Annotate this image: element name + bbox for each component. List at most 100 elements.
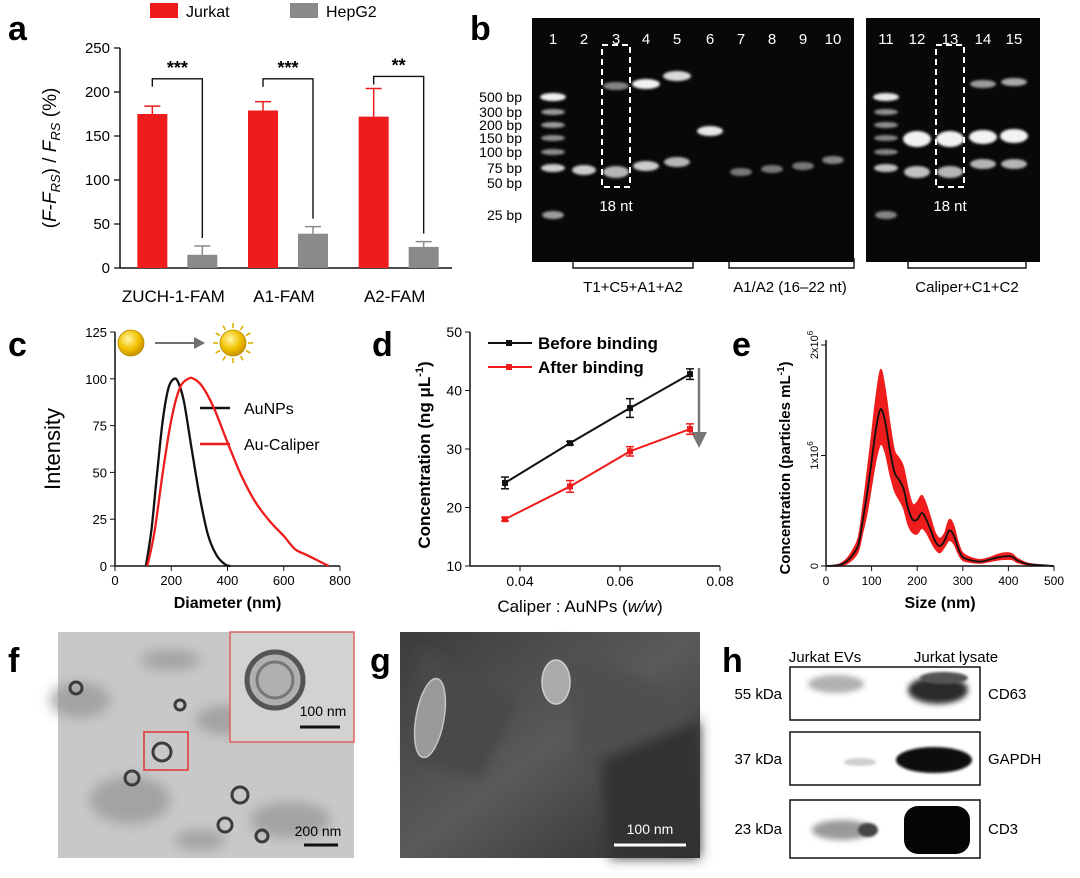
legend-label-after: After binding	[538, 358, 644, 377]
panel-e-y-axis-label: Concentration (particles mL-1)	[776, 361, 794, 574]
y-tick-label: 50	[93, 465, 107, 480]
y-tick-label: 2x106	[806, 330, 821, 359]
data-point	[567, 483, 573, 490]
blot-marker-cd63: CD63	[988, 686, 1026, 703]
inset-scale-label: 100 nm	[300, 703, 347, 719]
data-point	[567, 440, 573, 447]
lane-number-1: 1	[549, 31, 557, 48]
gel-band	[632, 79, 660, 89]
gel-band	[874, 122, 898, 128]
data-point	[502, 516, 508, 523]
blot-marker-gapdh: GAPDH	[988, 751, 1041, 768]
legend-marker-before	[506, 340, 512, 346]
panel-label-d: d	[372, 326, 393, 364]
y-tick-label: 20	[446, 500, 462, 516]
gel-band	[572, 165, 596, 175]
selection-box-lane-3	[601, 44, 631, 188]
tem-selection-box	[143, 731, 189, 771]
y-tick-label: 40	[446, 383, 462, 399]
gel-band	[603, 82, 629, 90]
gel-band	[730, 168, 752, 176]
gel-band	[1001, 78, 1027, 86]
y-tick-label: 50	[93, 216, 110, 233]
tem-scale-label: 200 nm	[295, 823, 342, 839]
legend-label-before: Before binding	[538, 334, 658, 353]
gel-band	[664, 157, 690, 167]
lane-number-4: 4	[642, 31, 650, 48]
gel-band	[663, 71, 691, 81]
panel-label-g: g	[370, 642, 391, 680]
significance-stars: ***	[277, 58, 298, 78]
x-tick-label: 600	[273, 573, 295, 588]
y-tick-label: 0	[100, 559, 107, 574]
gel-band	[936, 131, 964, 147]
gel-band	[542, 211, 564, 219]
aunp-particle-icon	[117, 329, 145, 357]
lane-number-10: 10	[825, 31, 842, 48]
y-axis-label: Intensity	[40, 408, 65, 490]
gel-band	[603, 166, 629, 178]
panel-d-line-chart: Before binding After binding Concentrati…	[414, 324, 734, 616]
marker-label: 150 bp	[479, 130, 522, 146]
lane-number-2: 2	[580, 31, 588, 48]
panel-d-y-axis-label: Concentration (ng μL-1)	[414, 361, 434, 548]
legend-label-au-caliper: Au-Caliper	[244, 437, 320, 454]
sun-ray	[215, 332, 221, 337]
x-tick-label: 200	[907, 574, 927, 588]
blot-header-evs: Jurkat EVs	[789, 649, 862, 666]
blot-bands-gapdh	[844, 747, 972, 773]
blot-bands-cd63	[808, 672, 968, 704]
lane-number-9: 9	[799, 31, 807, 48]
series-line	[504, 428, 691, 521]
x-tick-label: 500	[1044, 574, 1064, 588]
gel-band	[822, 156, 844, 164]
gel-band	[970, 80, 996, 88]
gel-band	[633, 161, 659, 171]
y-tick-label: 100	[85, 172, 110, 189]
x-tick-label: 0.04	[506, 573, 533, 589]
x-tick-label: ZUCH-1-FAM	[122, 287, 225, 306]
y-tick-label: 100	[85, 372, 107, 387]
legend-label-jurkat: Jurkat	[186, 4, 230, 21]
y-tick-label: 30	[446, 441, 462, 457]
series-au-caliper	[146, 376, 330, 568]
legend-swatch-jurkat	[150, 3, 178, 18]
data-point	[502, 479, 508, 486]
gel-band	[904, 166, 930, 178]
legend-label-hepg2: HepG2	[326, 4, 377, 21]
lane-group-brackets	[572, 258, 1027, 269]
sun-ray	[215, 349, 221, 354]
panel-g-sem-image: 100 nm	[400, 632, 700, 858]
box-label-18nt-left: 18 nt	[599, 198, 633, 215]
panel-c-legend: AuNPs Au-Caliper	[200, 401, 320, 454]
lane-number-6: 6	[706, 31, 714, 48]
lane-number-14: 14	[975, 31, 992, 48]
gel-band	[541, 109, 565, 115]
lane-number-8: 8	[768, 31, 776, 48]
lane-number-5: 5	[673, 31, 681, 48]
sem-vesicle-2	[541, 659, 571, 705]
panel-a-legend: Jurkat HepG2	[150, 3, 377, 21]
gel-band	[874, 164, 898, 172]
gel-band	[761, 165, 783, 173]
gel-band	[1001, 159, 1027, 169]
lane-group-label-3: Caliper+C1+C2	[915, 279, 1018, 296]
lane-number-7: 7	[737, 31, 745, 48]
panel-label-b: b	[470, 10, 491, 48]
blot-marker-cd3: CD3	[988, 821, 1018, 838]
panel-f-tem-image: 100 nm 200 nm	[50, 631, 355, 858]
panel-label-h: h	[722, 642, 743, 680]
sun-ray	[222, 355, 227, 361]
gel-band	[903, 131, 931, 147]
gel-band	[541, 164, 565, 172]
marker-label: 500 bp	[479, 89, 522, 105]
data-point	[627, 448, 633, 455]
gel-band	[540, 93, 566, 101]
significance-bracket	[151, 78, 204, 238]
x-tick-label: 0.06	[606, 573, 633, 589]
sun-ray	[245, 332, 251, 337]
bar-jurkat-2	[248, 110, 278, 268]
blot-header-lysate: Jurkat lysate	[914, 649, 998, 666]
gel-band	[874, 135, 898, 141]
